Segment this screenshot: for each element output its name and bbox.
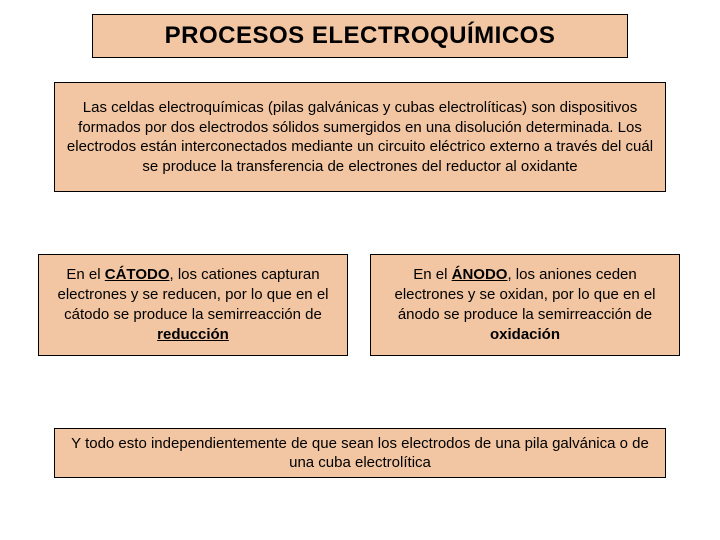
anode-text: En el ÁNODO, los aniones ceden electrone… [381,265,669,346]
conclusion-text: Y todo esto independientemente de que se… [65,434,655,473]
title-text: PROCESOS ELECTROQUÍMICOS [165,22,556,50]
intro-text: Las celdas electroquímicas (pilas galván… [65,98,655,176]
title-box: PROCESOS ELECTROQUÍMICOS [92,14,628,58]
cathode-pre: En el [66,266,104,283]
anode-pre: En el [413,266,451,283]
cathode-last: reducción [157,326,229,343]
anode-box: En el ÁNODO, los aniones ceden electrone… [370,254,680,356]
conclusion-box: Y todo esto independientemente de que se… [54,428,666,478]
anode-last: oxidación [490,326,560,343]
anode-label: ÁNODO [452,266,508,283]
intro-box: Las celdas electroquímicas (pilas galván… [54,82,666,192]
cathode-label: CÁTODO [105,266,170,283]
cathode-text: En el CÁTODO, los cationes capturan elec… [49,265,337,346]
cathode-box: En el CÁTODO, los cationes capturan elec… [38,254,348,356]
